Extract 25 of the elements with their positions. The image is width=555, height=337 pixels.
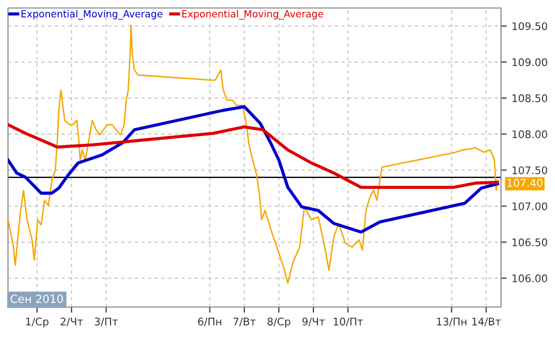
x-tick-label: 1/Ср	[26, 318, 48, 328]
y-tick-label: 106.50	[512, 238, 548, 246]
x-tick-label: 14/Вт	[472, 318, 501, 326]
x-tick-label: 6/Пн	[198, 318, 222, 326]
ref-line-label: 107.40	[508, 178, 542, 187]
line-series	[8, 123, 500, 189]
y-tick-label: 108.00	[512, 130, 548, 138]
legend-label: Exponential_Moving_Average	[182, 10, 324, 20]
x-tick-label: 2/Чт	[60, 318, 83, 326]
x-tick-label: 13/Пн	[437, 318, 466, 326]
x-tick-label: 10/Пт	[334, 318, 363, 326]
line-series	[8, 105, 500, 234]
y-tick-label: 108.50	[512, 94, 548, 102]
y-tick-label: 107.50	[512, 166, 548, 174]
x-tick-label: 7/Вт	[233, 318, 256, 326]
y-tick-label: 109.00	[512, 58, 548, 66]
legend-label: Exponential_Moving_Average	[22, 10, 162, 20]
x-tick-label: 3/Пт	[94, 318, 118, 326]
x-tick-label: 8/Ср	[268, 318, 290, 328]
y-tick-label: 107.00	[512, 202, 548, 210]
x-tick-label: 9/Чт	[302, 318, 325, 326]
annotation: Сен 2010	[10, 294, 63, 304]
line-series	[8, 24, 498, 284]
y-tick-label: 106.00	[512, 274, 548, 282]
y-tick-label: 109.50	[512, 22, 548, 30]
